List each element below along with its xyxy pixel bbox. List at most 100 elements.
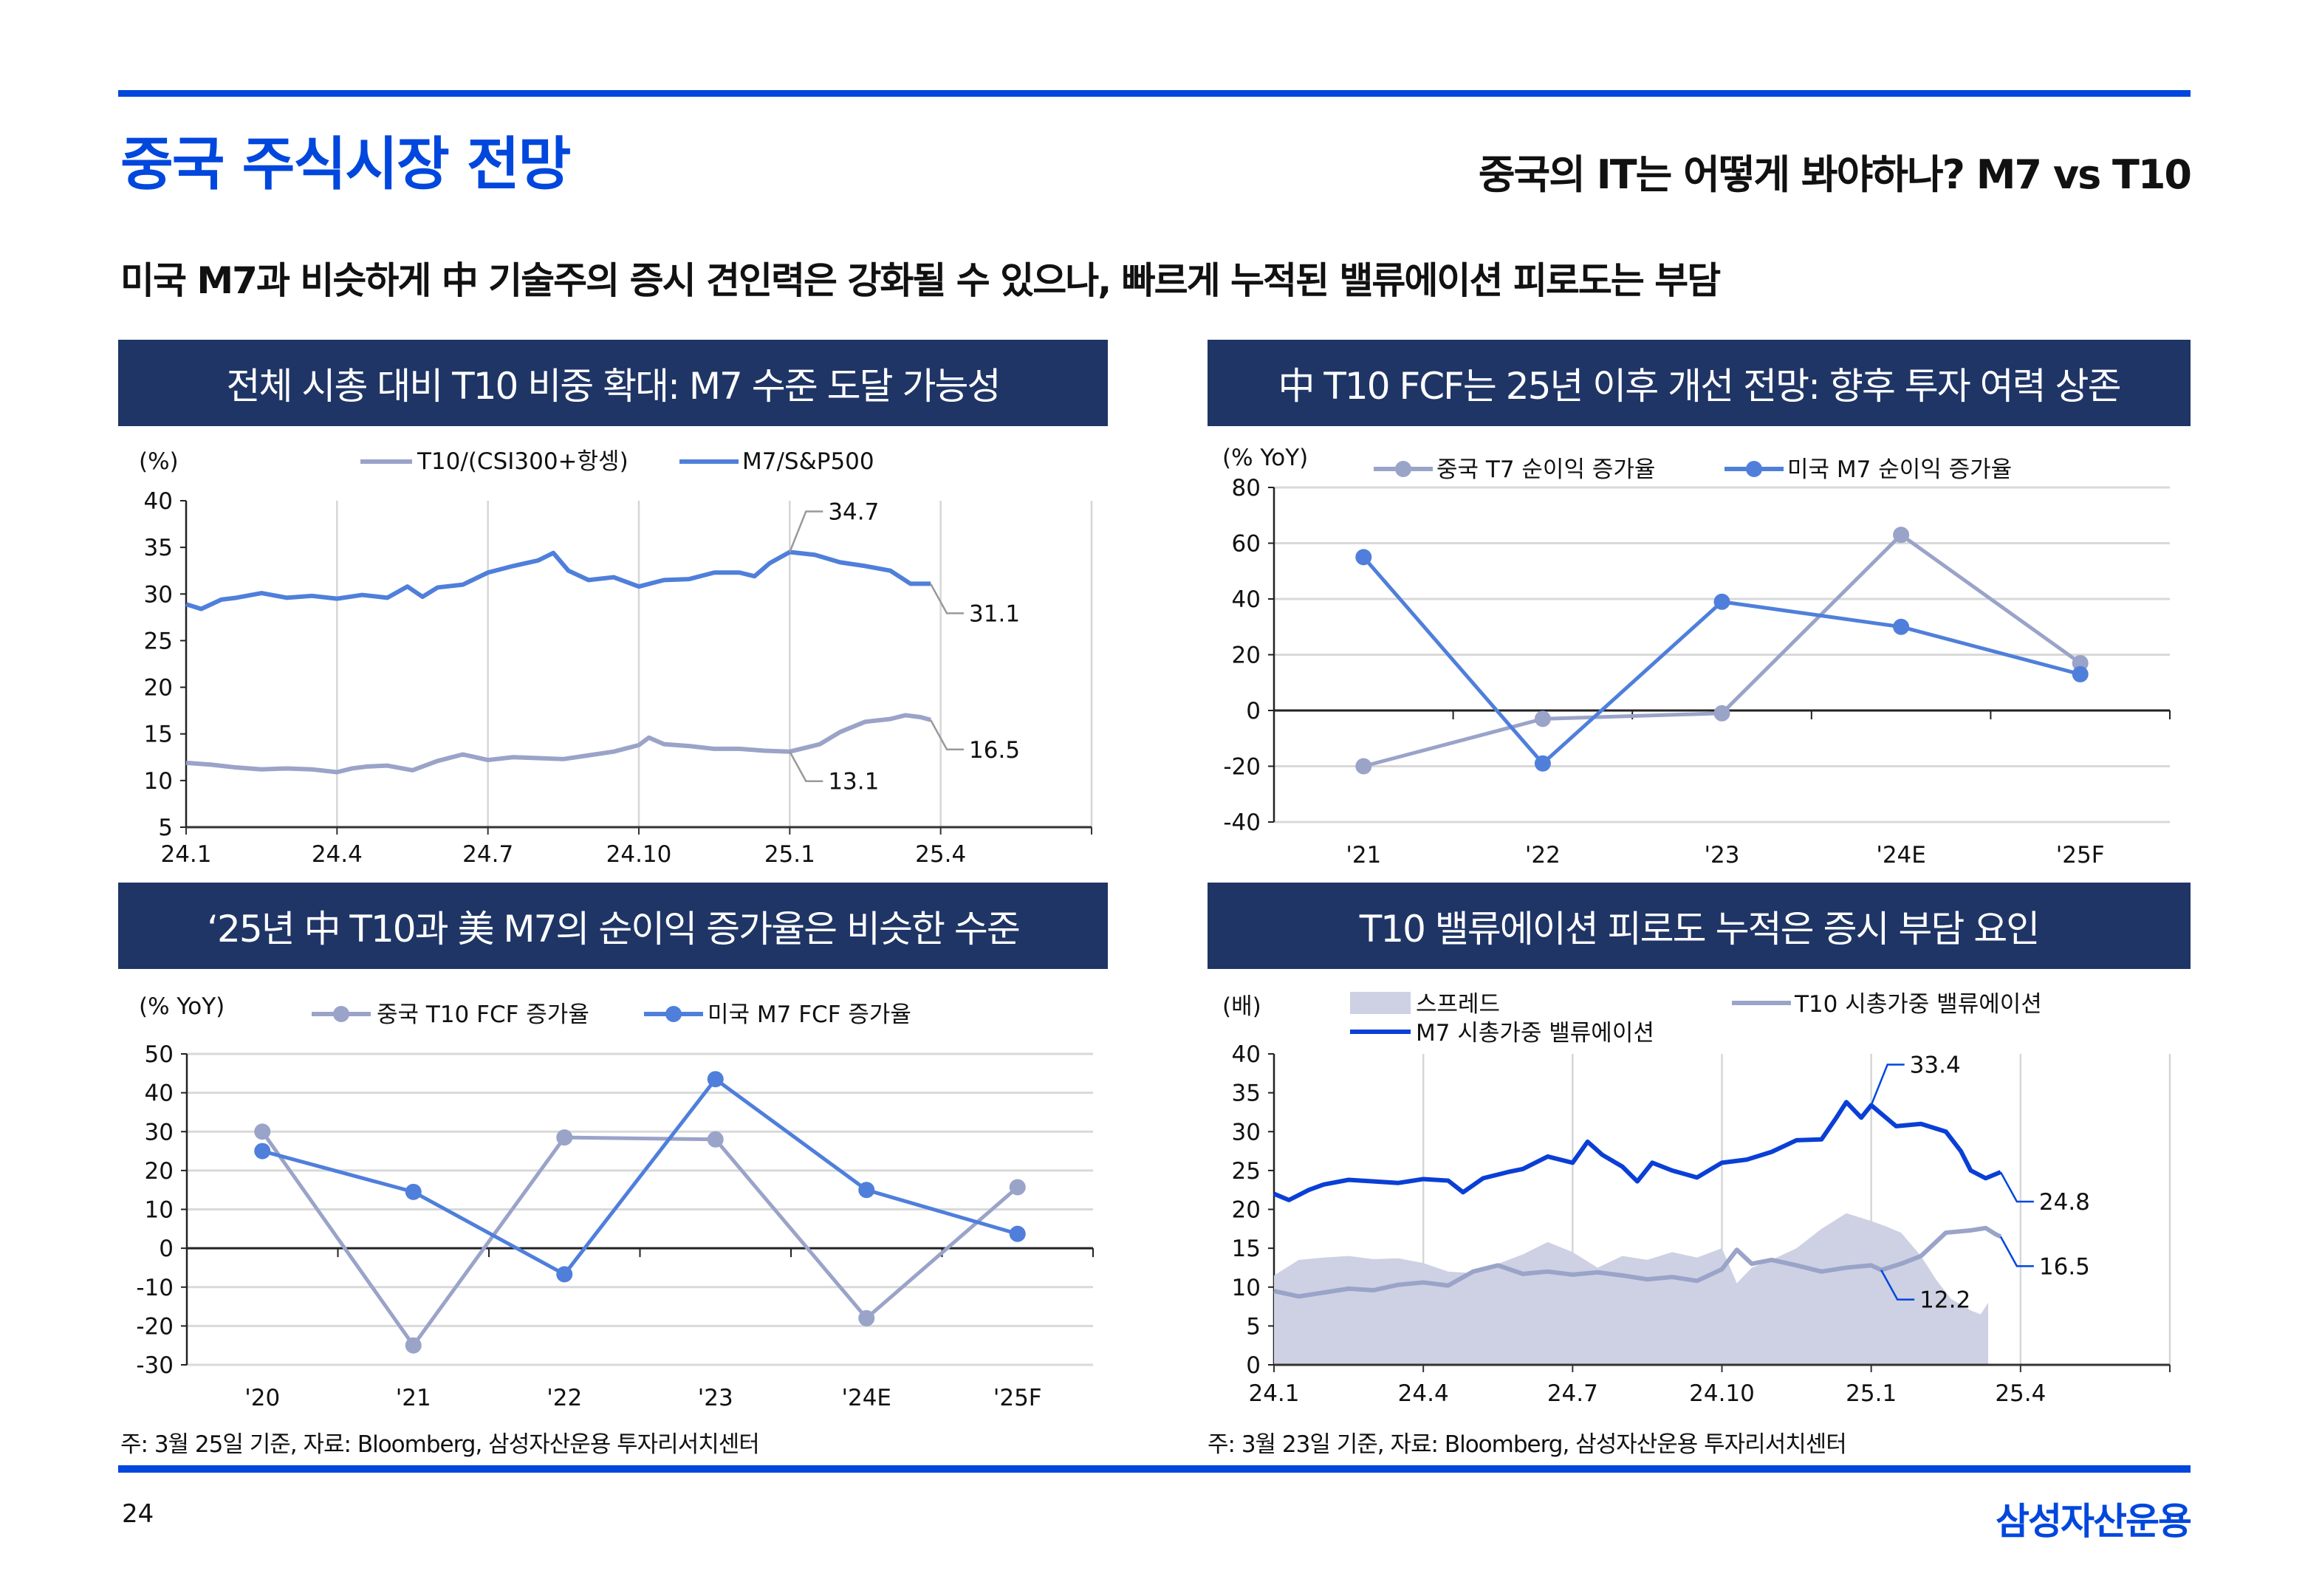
y-tick-label: 80 <box>1232 475 1261 501</box>
chart-fcf-growth: -30 -20 -10 0 10 20 30 40 50 '20 '21 '22 '23 '24E '25F… <box>136 993 1094 1411</box>
y-tick-label: -30 <box>136 1352 174 1379</box>
annotation-leader <box>789 510 823 552</box>
section-header-top-right: 中 T10 FCF는 25년 이후 개선 전망: 향후 투자 여력 상존 <box>1208 340 2191 426</box>
data-point <box>1009 1225 1026 1242</box>
data-point <box>1534 710 1551 727</box>
annotation-label: 24.8 <box>2039 1189 2090 1216</box>
x-tick-label: 24.4 <box>312 841 363 868</box>
y-tick-label: 25 <box>1232 1158 1261 1185</box>
data-point <box>2072 654 2089 671</box>
legend-label: 스프레드 <box>1416 991 1500 1018</box>
data-point <box>405 1183 422 1200</box>
series-line <box>185 713 931 775</box>
annotation-leader <box>1999 1171 2034 1203</box>
x-tick-label: 24.1 <box>1248 1380 1299 1407</box>
data-point <box>1355 549 1372 566</box>
y-tick-label: 10 <box>1232 1275 1261 1301</box>
x-tick-label: 25.4 <box>1995 1380 2046 1407</box>
y-tick-label: 0 <box>1246 1352 1261 1379</box>
data-point <box>556 1266 573 1283</box>
series-line <box>1363 532 2082 768</box>
section-header-bottom-right: T10 밸류에이션 피로도 누적은 증시 부담 요인 <box>1208 883 2191 969</box>
annotation-leader <box>789 751 823 782</box>
data-point <box>1009 1179 1026 1196</box>
annotation-label: 31.1 <box>969 600 1020 627</box>
y-tick-label: 10 <box>144 768 173 795</box>
x-tick-label: '21 <box>396 1385 431 1411</box>
section-title: T10 밸류에이션 피로도 누적은 증시 부담 요인 <box>1359 907 2041 951</box>
y-tick-label: 35 <box>144 535 173 561</box>
x-tick-label: '22 <box>547 1385 582 1411</box>
annotation-leader <box>1880 1269 1915 1301</box>
legend-label: M7/S&P500 <box>742 448 874 475</box>
y-tick-label: 5 <box>158 815 173 841</box>
legend-swatch <box>1350 992 1411 1014</box>
y-tick-label: 0 <box>1246 698 1261 725</box>
headline: 미국 M7과 비슷하게 中 기술주의 증시 견인력은 강화될 수 있으나, 빠르… <box>120 259 1721 302</box>
series-line <box>261 1076 1018 1277</box>
chart-market-cap-share: 5 10 15 20 25 30 35 40 13.1 16.5 34.7 31.1 24.1 24.4 2… <box>139 448 1093 868</box>
y-tick-label: -10 <box>136 1275 174 1301</box>
legend-label: 중국 T10 FCF 증가율 <box>377 1001 589 1028</box>
y-tick-label: 40 <box>144 488 173 515</box>
section-title: ‘25년 中 T10과 美 M7의 순이익 증가율은 비슷한 수준 <box>207 907 1021 951</box>
y-tick-label: 40 <box>1232 1041 1261 1068</box>
x-tick-label: '25F <box>993 1385 1042 1411</box>
data-point <box>1893 527 1910 544</box>
series-line <box>1273 1225 2002 1299</box>
legend-label: 중국 T7 순이익 증가율 <box>1436 456 1655 483</box>
legend-marker <box>665 1006 682 1022</box>
x-tick-label: 25.1 <box>1846 1380 1897 1407</box>
y-tick-label: 30 <box>144 581 173 608</box>
data-point <box>1713 705 1730 722</box>
series-line <box>1273 1100 2002 1202</box>
source-note-right: 주: 3월 23일 기준, 자료: Bloomberg, 삼성자산운용 투자리서… <box>1208 1431 1847 1458</box>
data-point <box>707 1071 724 1088</box>
data-point <box>556 1129 573 1146</box>
data-point <box>858 1309 875 1326</box>
y-tick-label: 15 <box>1232 1236 1261 1262</box>
area-spread <box>1274 1213 1989 1365</box>
data-point <box>254 1123 271 1140</box>
annotation-label: 34.7 <box>828 499 879 525</box>
data-point <box>1713 593 1730 610</box>
x-tick-label: 24.4 <box>1398 1380 1449 1407</box>
unit-label: (%) <box>139 448 179 475</box>
page-title: 중국 주식시장 전망 <box>120 131 571 198</box>
annotation-leader <box>929 583 965 614</box>
data-point <box>1893 618 1910 635</box>
section-header-top-left: 전체 시총 대비 T10 비중 확대: M7 수준 도달 가능성 <box>118 340 1108 426</box>
brand-logo: 삼성자산운용 <box>1996 1500 2192 1543</box>
y-tick-label: 20 <box>1232 643 1261 669</box>
source-note-left: 주: 3월 25일 기준, 자료: Bloomberg, 삼성자산운용 투자리서… <box>120 1431 760 1458</box>
x-tick-label: '23 <box>1705 842 1740 869</box>
y-tick-label: 40 <box>1232 586 1261 613</box>
annotation-leader <box>1870 1064 1905 1106</box>
x-tick-label: '25F <box>2056 842 2105 869</box>
y-tick-label: 5 <box>1246 1313 1261 1340</box>
legend-marker <box>1395 461 1411 477</box>
y-tick-label: 30 <box>1232 1119 1261 1145</box>
unit-label: (% YoY) <box>139 993 225 1020</box>
top-divider <box>118 90 2191 97</box>
data-point <box>1355 758 1372 775</box>
x-tick-label: 24.10 <box>1689 1380 1755 1407</box>
annotation-label: 13.1 <box>828 769 879 795</box>
data-point <box>405 1337 422 1354</box>
chart-valuation: 0 5 10 15 20 25 30 35 40 12.2 16.5 33.4 24.8 24.1 24.4… <box>1222 991 2171 1407</box>
legend-label: 미국 M7 FCF 증가율 <box>708 1001 911 1028</box>
x-tick-label: 25.4 <box>915 841 966 868</box>
y-tick-label: -20 <box>1223 754 1261 781</box>
y-tick-label: 60 <box>1232 531 1261 558</box>
x-tick-label: 24.7 <box>462 841 513 868</box>
y-tick-label: -20 <box>136 1313 174 1340</box>
x-tick-label: '22 <box>1525 842 1561 869</box>
y-tick-label: 50 <box>145 1041 174 1068</box>
y-tick-label: 25 <box>144 628 173 654</box>
x-tick-label: 25.1 <box>764 841 815 868</box>
section-title: 전체 시총 대비 T10 비중 확대: M7 수준 도달 가능성 <box>226 364 1001 408</box>
x-tick-label: 24.10 <box>606 841 672 868</box>
data-point <box>1534 755 1551 772</box>
annotation-leader <box>929 719 965 751</box>
y-tick-label: 20 <box>145 1158 174 1185</box>
